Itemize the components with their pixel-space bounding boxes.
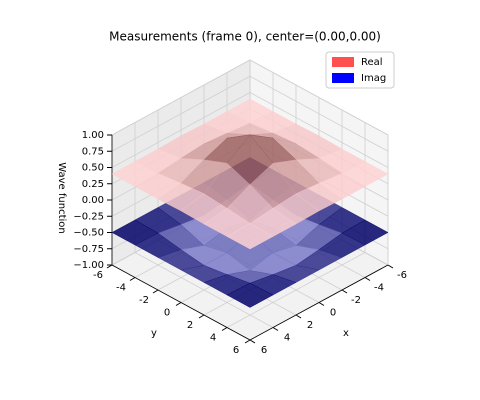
x-tick-label: 2 [307,320,313,331]
y-axis-label: y [151,328,157,339]
x-tick [272,327,279,331]
z-tick-label: −0.50 [73,228,104,239]
x-tick-label: -2 [351,295,361,306]
y-tick [175,302,182,306]
y-tick-label: -6 [93,270,103,281]
grid-line [226,252,366,328]
legend-swatch [332,57,354,67]
y-tick [198,314,205,319]
x-tick [249,339,256,344]
grid-line [249,75,389,152]
z-tick-label: −0.75 [73,244,104,255]
z-axis-label: Wave function [56,162,67,233]
x-tick-label: -6 [397,270,407,281]
y-tick-label: 6 [233,345,239,356]
surface-facet [226,282,274,308]
x-tick [341,289,348,294]
axis-line [249,264,389,341]
legend-label: Imag [361,73,386,84]
z-tick-label: 0.75 [82,146,104,157]
y-tick-label: 0 [164,308,170,319]
x-tick [318,302,325,306]
legend-swatch [332,73,354,83]
z-tick-label: 0.25 [82,179,104,190]
y-tick-label: 2 [187,320,193,331]
legend-label: Real [361,57,383,68]
y-tick [244,339,251,344]
y-tick [152,289,159,294]
x-axis-label: x [343,328,349,339]
surface-facet [226,223,274,250]
z-tick-label: −1.00 [73,260,104,271]
y-tick-label: -2 [139,295,149,306]
x-tick [364,277,371,281]
z-tick-label: 0.00 [82,195,104,206]
x-tick-label: 4 [284,333,290,344]
y-tick [221,327,228,331]
x-tick [295,314,302,319]
z-tick-label: 1.00 [82,130,104,141]
chart-title: Measurements (frame 0), center=(0.00,0.0… [109,30,381,44]
y-tick-label: 4 [210,333,216,344]
z-tick-label: 0.50 [82,163,104,174]
y-tick [129,277,136,281]
x-tick-label: -4 [374,283,384,294]
legend: Real Imag [325,51,395,89]
x-tick-label: 6 [261,345,267,356]
grid-line [249,92,389,168]
x-tick-label: 0 [330,308,336,319]
grid-line [111,92,251,168]
grid-line [249,59,389,136]
y-tick-label: -4 [116,283,126,294]
axis-line [111,264,251,341]
grid-line [111,59,251,136]
x-tick [387,264,394,269]
grid-line [111,75,251,152]
z-tick-label: −0.25 [73,211,104,222]
